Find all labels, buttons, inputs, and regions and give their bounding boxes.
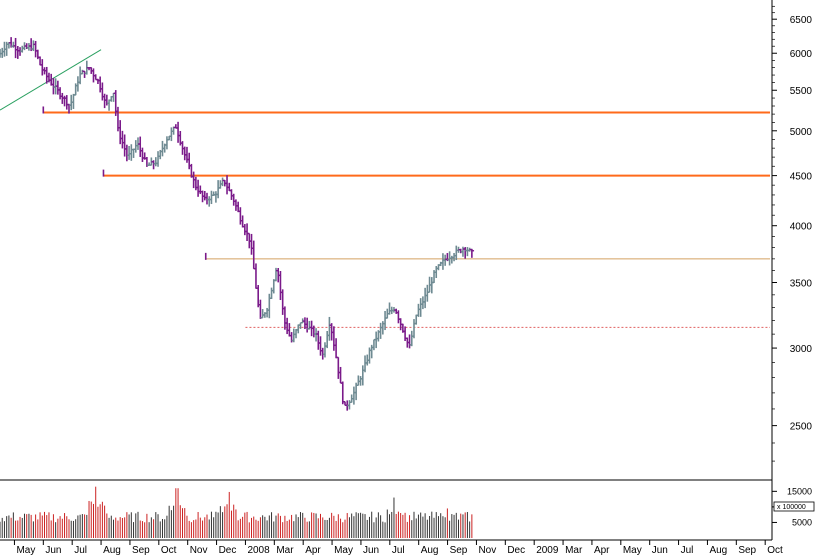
price-tick-label: 3500 [790,279,813,290]
x-tick-label: Jun [652,545,668,556]
x-tick-label: Aug [103,545,121,556]
x-tick-label: Mar [565,545,583,556]
price-tick-label: 6500 [790,15,813,26]
price-panel: 2500 3000 3500 4000 4500 5000 5500 6000 6500 [0,0,812,480]
x-tick-label: Sep [738,545,756,556]
price-y-ticks: 2500 3000 3500 4000 4500 5000 5500 6000 6500 [772,5,813,462]
x-tick-label: Jun [45,545,61,556]
x-tick-label: Dec [507,545,525,556]
reference-lines [42,106,770,328]
price-tick-label: 5500 [790,86,813,97]
price-bars [0,37,475,411]
volume-tick-label: 15000 [787,486,812,496]
x-tick-label: Jul [74,545,87,556]
x-tick-label: Nov [190,545,208,556]
volume-unit-box [773,501,815,512]
volume-bars [0,486,473,538]
x-tick-label: Jul [681,545,694,556]
volume-unit-label: x 100000 [777,504,806,511]
x-tick-label: Apr [594,545,610,556]
volume-tick-label: 5000 [792,517,812,527]
volume-panel: 50001000015000 x 100000 [0,480,815,540]
x-tick-label: 2009 [536,545,559,556]
x-tick-label: May [623,545,642,556]
x-tick-label: 2008 [247,545,270,556]
x-tick-label: May [16,545,35,556]
price-tick-label: 6000 [790,49,813,60]
x-tick-label: Sep [450,545,468,556]
price-tick-label: 4000 [790,222,813,233]
x-tick-label: Jul [392,545,405,556]
x-tick-label: Aug [421,545,439,556]
x-tick-label: Sep [132,545,150,556]
x-tick-label: Oct [767,545,783,556]
price-tick-label: 5000 [790,127,813,138]
price-bar [469,248,475,258]
price-tick-label: 4500 [790,172,813,183]
price-tick-label: 3000 [790,344,813,355]
x-tick-label: Aug [709,545,727,556]
x-tick-label: Mar [276,545,294,556]
x-tick-label: Dec [219,545,237,556]
x-tick-label: May [334,545,353,556]
x-tick-label: Oct [161,545,177,556]
x-tick-label: Apr [305,545,321,556]
x-tick-label: Nov [478,545,496,556]
price-tick-label: 2500 [790,422,813,433]
x-axis-labels: May Jun Jul Aug Sep Oct Nov Dec 2008 Mar Apr May Jun… [13,540,783,556]
x-tick-label: Jun [363,545,379,556]
